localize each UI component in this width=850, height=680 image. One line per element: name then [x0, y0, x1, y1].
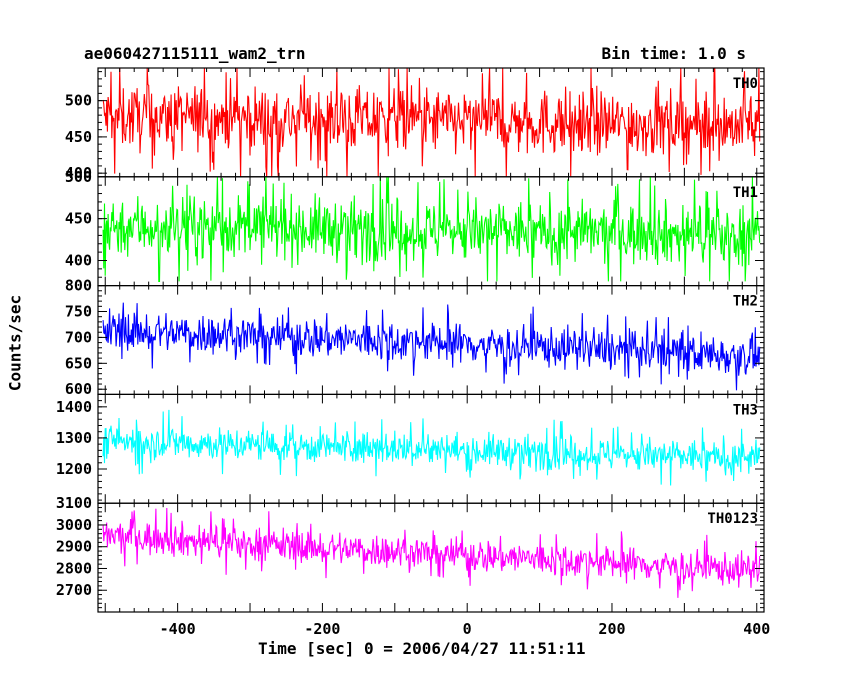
y-tick-label: 700 — [65, 328, 92, 346]
x-tick-label: 400 — [743, 620, 770, 638]
y-tick-label: 1200 — [56, 460, 92, 478]
y-tick-label: 800 — [65, 277, 92, 295]
panel-label: TH0 — [733, 76, 758, 92]
y-tick-label: 2900 — [56, 538, 92, 556]
y-tick-label: 600 — [65, 380, 92, 398]
chart-title: ae060427115111_wam2_trn — [84, 44, 306, 63]
y-tick-label: 1400 — [56, 398, 92, 416]
y-tick-label: 500 — [65, 92, 92, 110]
panel-th2: 600 650 700 750 800 TH2 — [65, 277, 765, 398]
panel-th3: 1200 1300 1400 TH3 — [56, 393, 765, 504]
series-th3 — [102, 409, 761, 486]
y-axis-label: Counts/sec — [5, 294, 25, 392]
series-th1 — [102, 176, 761, 282]
panel-th1: 400 450 500 TH1 — [65, 168, 765, 287]
panel-label: TH0123 — [707, 511, 758, 527]
y-tick-label: 3000 — [56, 516, 92, 534]
bin-time-label: Bin time: 1.0 s — [601, 44, 747, 63]
x-tick-label: -200 — [304, 620, 340, 638]
panel-frame — [97, 502, 765, 613]
x-tick-label: -400 — [160, 620, 196, 638]
y-tick-label: 500 — [65, 168, 92, 186]
panel-label: TH2 — [733, 294, 758, 310]
y-tick-label: 2700 — [56, 581, 92, 599]
panel-th0: 400 450 500 TH0 — [65, 67, 765, 182]
y-tick-label: 450 — [65, 210, 92, 228]
series-th2 — [102, 302, 761, 391]
panel-label: TH3 — [733, 402, 758, 418]
x-tick-label: 0 — [463, 620, 472, 638]
y-tick-label: 450 — [65, 128, 92, 146]
y-tick-label: 3100 — [56, 494, 92, 512]
y-tick-label: 750 — [65, 303, 92, 321]
panel-th0123: 2700 2800 2900 3000 3100 TH0123 — [56, 494, 765, 613]
panels-layer: 400 450 500 TH0 400 450 500 TH1 600 650 700 750 800 T… — [56, 67, 770, 638]
y-tick-label: 1300 — [56, 429, 92, 447]
y-tick-label: 400 — [65, 164, 92, 182]
series-th0 — [102, 68, 761, 177]
series-th0123 — [102, 507, 761, 598]
y-tick-label: 400 — [65, 251, 92, 269]
y-tick-label: 650 — [65, 354, 92, 372]
panel-label: TH1 — [733, 185, 758, 201]
x-tick-label: 200 — [598, 620, 625, 638]
y-tick-label: 2800 — [56, 559, 92, 577]
x-axis-label: Time [sec] 0 = 2006/04/27 11:51:11 — [258, 639, 586, 658]
